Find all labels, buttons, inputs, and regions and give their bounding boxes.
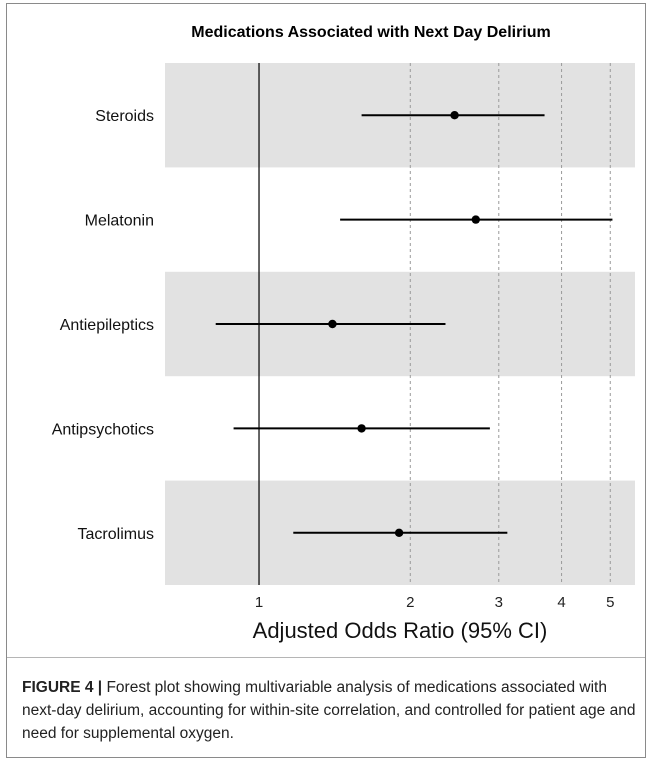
x-tick-label: 3	[495, 594, 503, 611]
figure-caption: FIGURE 4 | Forest plot showing multivari…	[22, 676, 642, 745]
estimate-point	[471, 215, 480, 224]
estimate-point	[394, 528, 404, 537]
caption-label: FIGURE 4 |	[22, 679, 103, 696]
chart-title: Medications Associated with Next Day Del…	[191, 24, 551, 41]
estimate-point	[328, 319, 337, 329]
estimate-point	[450, 111, 459, 120]
category-label: Antiepileptics	[60, 317, 154, 334]
x-tick-label: 5	[606, 594, 614, 611]
x-tick-label: 2	[406, 594, 414, 611]
forest-plot: Medications Associated with Next Day Del…	[52, 24, 635, 643]
category-label: Steroids	[95, 108, 154, 125]
category-label: Melatonin	[85, 213, 154, 230]
category-label: Antipsychotics	[52, 421, 154, 438]
x-tick-label: 4	[557, 594, 565, 611]
caption-text: Forest plot showing multivariable analys…	[22, 679, 636, 742]
x-tick-label: 1	[255, 594, 263, 611]
caption-divider	[7, 657, 645, 658]
estimate-point	[357, 424, 366, 433]
category-label: Tacrolimus	[78, 526, 154, 543]
x-axis-label: Adjusted Odds Ratio (95% CI)	[253, 618, 548, 643]
